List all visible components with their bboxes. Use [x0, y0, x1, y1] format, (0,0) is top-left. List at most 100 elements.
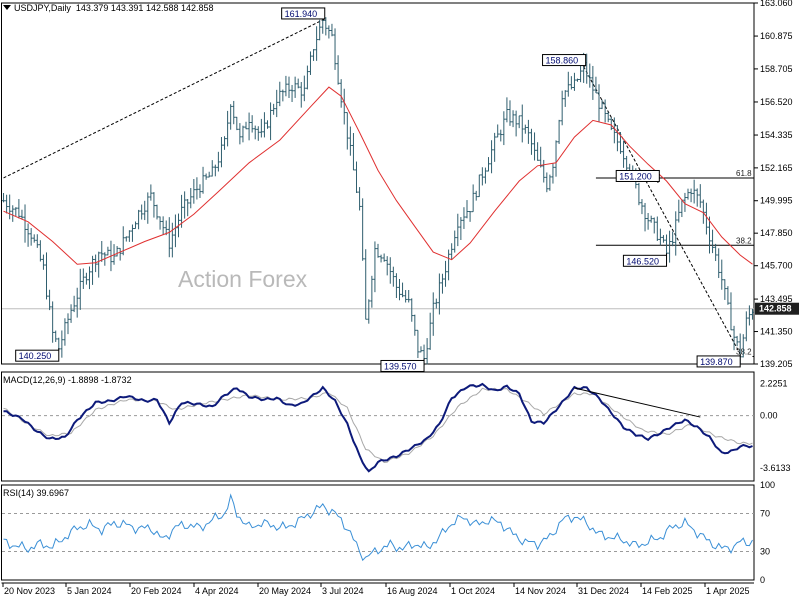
watermark: Action Forex	[178, 266, 308, 292]
ohlc-bar	[219, 136, 223, 168]
collapse-triangle-icon[interactable]	[3, 5, 11, 10]
ohlc-bar	[551, 163, 555, 184]
ohlc-bar	[207, 171, 211, 178]
ohlc-bar	[170, 222, 174, 258]
price-callout-box	[15, 349, 60, 362]
ohlc-bar	[428, 312, 432, 350]
ohlc-bar	[183, 191, 187, 219]
ohlc-bar	[180, 194, 184, 228]
x-tick-label: 5 Jan 2024	[67, 586, 112, 596]
ohlc-bar	[244, 121, 248, 130]
symbol-label: USDJPY,Daily	[14, 3, 71, 13]
ohlc-bar	[336, 55, 340, 85]
ohlc-bar	[275, 89, 279, 118]
x-tick-label: 20 May 2024	[259, 586, 311, 596]
ohlc-bar	[655, 216, 659, 241]
ohlc-bar	[735, 335, 739, 347]
x-tick-label: 1 Apr 2025	[706, 586, 750, 596]
ohlc-bar	[189, 187, 193, 209]
ohlc-bar	[201, 166, 205, 194]
x-tick-label: 14 Feb 2025	[642, 586, 693, 596]
ohlc-bar	[327, 25, 331, 39]
ohlc-bar	[416, 329, 420, 359]
macd-tick-label: -3.6133	[760, 463, 791, 473]
ohlc-bar	[35, 234, 39, 248]
ohlc-bar	[216, 151, 220, 172]
ohlc-bar	[382, 253, 386, 262]
ohlc-bar	[548, 174, 552, 191]
price-callout-label: 161.940	[285, 9, 318, 19]
ohlc-bar	[253, 125, 257, 140]
current-price-tag	[755, 302, 799, 315]
ohlc-bar	[60, 330, 64, 358]
ohlc-bar	[358, 187, 362, 211]
ohlc-bar	[545, 172, 549, 193]
rsi-tick-label: 0	[760, 575, 765, 585]
ohlc-bar	[87, 266, 91, 290]
ohlc-bar	[591, 65, 595, 100]
price-callout-box	[380, 359, 425, 372]
ohlc-bar	[293, 76, 297, 98]
ohlc-bar	[312, 49, 316, 61]
ohlc-bar	[137, 209, 141, 230]
ohlc-bar	[235, 116, 239, 131]
x-tick-label: 20 Nov 2023	[4, 586, 55, 596]
price-tick-label: 145.700	[760, 261, 793, 271]
ohlc-bar	[54, 330, 58, 342]
rsi-line	[3, 493, 753, 562]
ohlc-bar	[11, 205, 15, 222]
ohlc-bar	[48, 289, 52, 311]
price-tick-label: 139.205	[760, 359, 793, 369]
price-callout-label: 139.870	[700, 357, 733, 367]
ohlc-bar	[45, 252, 49, 300]
ohlc-bar	[238, 123, 242, 145]
ohlc-bar	[649, 215, 653, 223]
ohlc-bar	[262, 112, 266, 138]
ohlc-bar	[440, 273, 444, 294]
ohlc-bar	[462, 207, 466, 229]
ohlc-bar	[658, 228, 662, 246]
ohlc-bar	[29, 228, 33, 246]
price-callout-box	[615, 169, 660, 182]
ohlc-bar	[542, 159, 546, 183]
ohlc-bar	[57, 337, 61, 350]
ohlc-bar	[622, 140, 626, 168]
ohlc-bar	[456, 213, 460, 247]
ohlc-bar	[698, 184, 702, 208]
ohlc-bar	[450, 243, 454, 260]
ohlc-bar	[302, 75, 306, 102]
ohlc-bar	[508, 100, 512, 126]
ohlc-bar	[351, 133, 355, 171]
ohlc-bar	[520, 104, 524, 143]
ohlc-bar	[523, 124, 527, 134]
ohlc-bar	[155, 204, 159, 220]
ohlc-bar	[308, 51, 312, 75]
price-callout-label: 158.860	[546, 56, 579, 66]
x-tick-label: 20 Feb 2024	[131, 586, 182, 596]
ohlc-bar	[750, 308, 754, 320]
price-callout-box	[696, 355, 741, 368]
x-tick-label: 14 Nov 2024	[515, 586, 566, 596]
ohlc-bar	[376, 243, 380, 258]
ohlc-bar	[505, 97, 509, 123]
ohlc-bar	[474, 190, 478, 201]
ohlc-bar	[361, 198, 365, 261]
ohlc-values: 143.379 143.391 142.588 142.858	[75, 3, 214, 13]
ohlc-bar	[140, 204, 144, 220]
ohlc-bar	[130, 224, 134, 242]
ohlc-bar	[447, 249, 451, 281]
ohlc-bar	[615, 125, 619, 152]
macd-signal-line	[3, 387, 753, 464]
ohlc-bar	[290, 84, 294, 103]
ohlc-bar	[493, 132, 497, 162]
ohlc-bar	[594, 76, 598, 94]
macd-tick-label: 2.2251	[760, 378, 788, 388]
ohlc-bar	[223, 136, 227, 150]
ohlc-bar	[2, 193, 6, 203]
ohlc-bar	[671, 231, 675, 247]
ohlc-bar	[597, 84, 601, 122]
ohlc-bar	[256, 126, 260, 141]
ohlc-bar	[284, 75, 288, 97]
ohlc-bar	[539, 146, 543, 168]
